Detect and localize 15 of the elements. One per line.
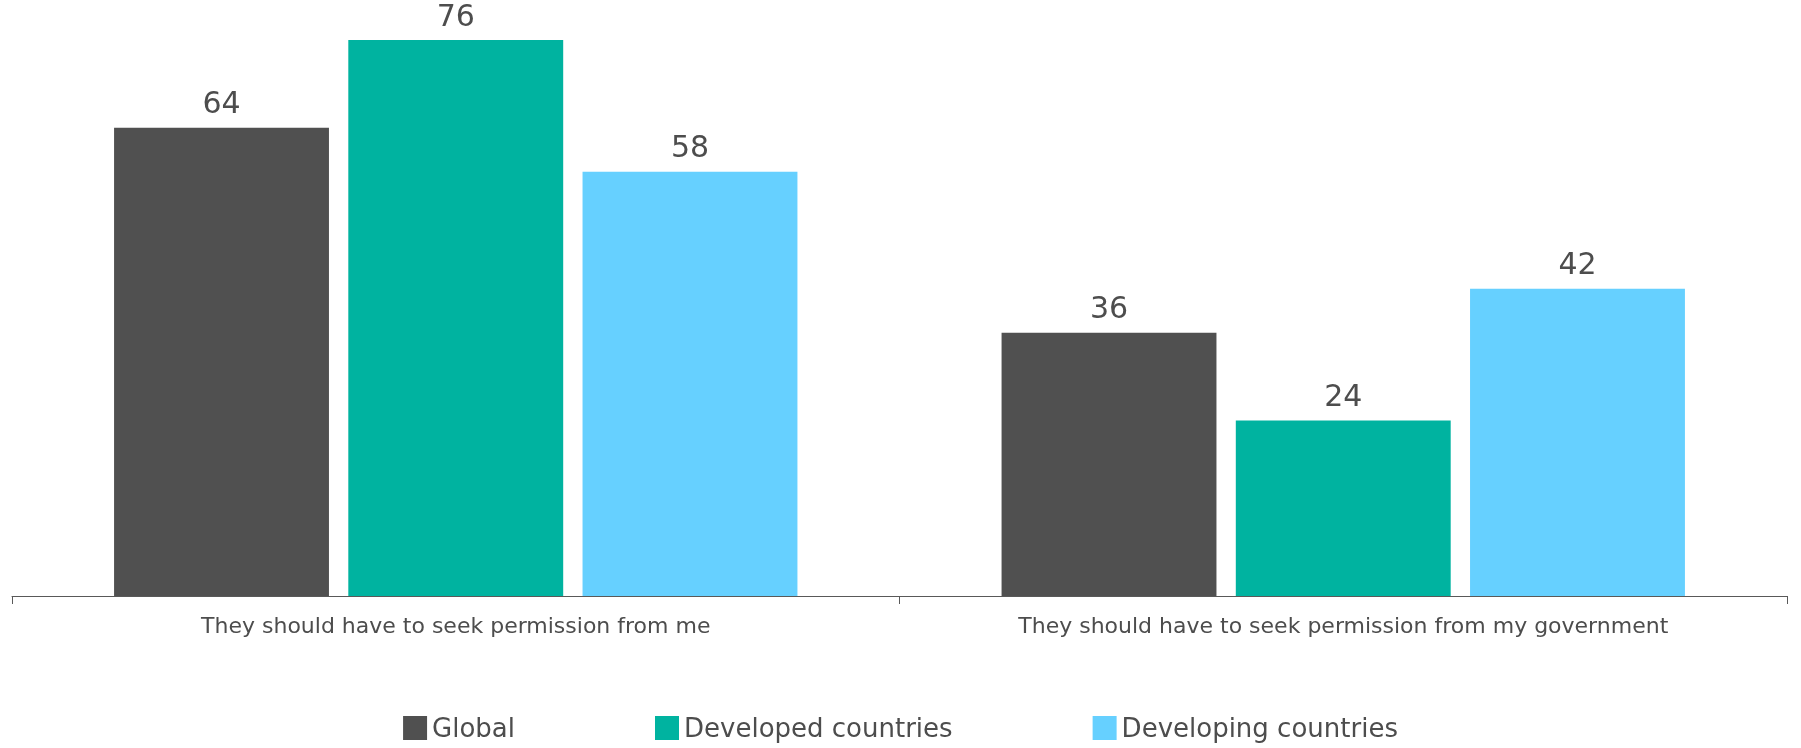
data-label: 42: [1558, 246, 1597, 282]
legend-label: Global: [432, 713, 516, 743]
data-label: 76: [436, 0, 475, 33]
bar: [582, 171, 798, 596]
data-label: 64: [202, 85, 241, 121]
data-label: 24: [1324, 377, 1363, 413]
legend-label: Developed countries: [684, 713, 953, 743]
data-label: 36: [1089, 290, 1129, 326]
x-tick-label: They should have to seek permission from my government: [1017, 612, 1669, 638]
x-tick-label: They should have to seek permission from me: [200, 612, 711, 638]
bar: [348, 40, 564, 596]
bar: [1470, 288, 1685, 596]
data-label: 58: [670, 129, 710, 165]
bar: [1235, 420, 1451, 596]
legend-label: Developing countries: [1121, 713, 1398, 743]
